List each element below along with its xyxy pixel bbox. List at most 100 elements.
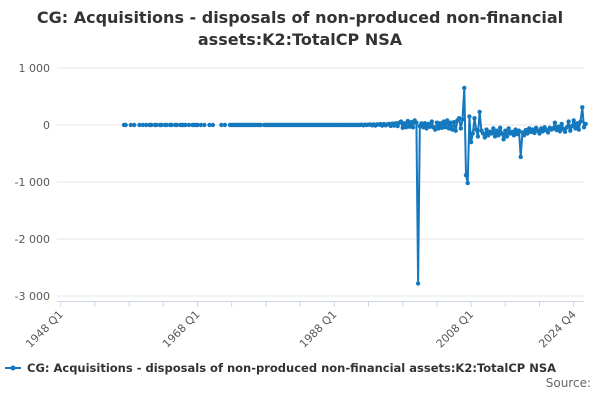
series-point[interactable] bbox=[132, 122, 137, 128]
series-point[interactable] bbox=[504, 134, 510, 139]
series-point[interactable] bbox=[427, 124, 433, 129]
series-point[interactable] bbox=[137, 122, 142, 128]
series-point[interactable] bbox=[202, 122, 207, 128]
series-point[interactable] bbox=[496, 133, 501, 138]
series-point[interactable] bbox=[438, 121, 443, 126]
series-point[interactable] bbox=[556, 124, 561, 129]
series-point[interactable] bbox=[516, 128, 522, 133]
series-point[interactable] bbox=[489, 131, 494, 136]
series-point[interactable] bbox=[571, 118, 576, 123]
series-point[interactable] bbox=[415, 281, 421, 286]
series-point[interactable] bbox=[498, 125, 503, 130]
series-point[interactable] bbox=[511, 133, 517, 138]
legend-item[interactable]: CG: Acquisitions - disposals of non-prod… bbox=[4, 361, 598, 375]
series-point[interactable] bbox=[513, 127, 518, 132]
series-point[interactable] bbox=[557, 129, 563, 134]
series-point[interactable] bbox=[554, 127, 559, 133]
series-point[interactable] bbox=[159, 122, 164, 128]
series-point[interactable] bbox=[210, 122, 216, 128]
series-point[interactable] bbox=[465, 180, 470, 186]
series-point[interactable] bbox=[551, 126, 556, 131]
series-point[interactable] bbox=[492, 134, 498, 139]
series-point[interactable] bbox=[144, 122, 149, 128]
series-point[interactable] bbox=[467, 114, 472, 119]
series-point[interactable] bbox=[174, 122, 180, 128]
series-point[interactable] bbox=[501, 137, 506, 142]
series-point[interactable] bbox=[568, 128, 573, 133]
series-point[interactable] bbox=[195, 122, 200, 128]
series-point[interactable] bbox=[123, 122, 128, 128]
series-point[interactable] bbox=[569, 123, 575, 129]
chart-svg[interactable]: 1 000 0 -1 000 -2 000 -3 000 1948 Q1 1968 Q1 19… bbox=[0, 55, 600, 355]
series-point[interactable] bbox=[486, 133, 491, 138]
series-point[interactable] bbox=[521, 133, 527, 138]
chart-plot-area[interactable]: 1 000 0 -1 000 -2 000 -3 000 1948 Q1 1968 Q1 19… bbox=[0, 55, 600, 355]
series-point[interactable] bbox=[566, 119, 571, 124]
series-point[interactable] bbox=[450, 127, 455, 132]
series-point[interactable] bbox=[424, 126, 429, 131]
series-point[interactable] bbox=[552, 120, 558, 125]
series-point[interactable] bbox=[198, 122, 204, 128]
series-point[interactable] bbox=[518, 154, 523, 160]
series-point[interactable] bbox=[470, 131, 475, 136]
series-point[interactable] bbox=[564, 125, 570, 130]
series-point[interactable] bbox=[515, 131, 520, 137]
series-point[interactable] bbox=[456, 116, 462, 121]
series-point[interactable] bbox=[421, 125, 426, 130]
series-point[interactable] bbox=[429, 119, 434, 124]
series-point[interactable] bbox=[559, 121, 564, 127]
series-point[interactable] bbox=[581, 125, 587, 130]
series-point[interactable] bbox=[460, 117, 465, 122]
series-point[interactable] bbox=[576, 127, 581, 132]
series-point[interactable] bbox=[527, 126, 532, 131]
series-point[interactable] bbox=[525, 131, 530, 136]
series-point[interactable] bbox=[451, 120, 457, 125]
series-point[interactable] bbox=[403, 125, 409, 130]
series-point[interactable] bbox=[523, 127, 528, 133]
series-point[interactable] bbox=[400, 125, 405, 130]
series-point[interactable] bbox=[475, 134, 481, 139]
series-point[interactable] bbox=[128, 122, 133, 128]
series-point[interactable] bbox=[414, 120, 419, 125]
series-point[interactable] bbox=[402, 121, 407, 126]
series-point[interactable] bbox=[445, 118, 450, 123]
series-point[interactable] bbox=[164, 122, 169, 128]
series-point[interactable] bbox=[149, 122, 154, 128]
series-point[interactable] bbox=[540, 129, 546, 134]
series-point[interactable] bbox=[434, 120, 440, 125]
series-point[interactable] bbox=[405, 118, 410, 124]
series-point[interactable] bbox=[448, 120, 453, 125]
series-point[interactable] bbox=[562, 129, 568, 134]
series-point[interactable] bbox=[580, 105, 585, 110]
series-point[interactable] bbox=[499, 131, 505, 136]
series-point[interactable] bbox=[258, 122, 263, 128]
series-line[interactable] bbox=[123, 86, 587, 285]
series-point[interactable] bbox=[422, 121, 428, 126]
series-point[interactable] bbox=[573, 126, 578, 131]
series-point[interactable] bbox=[545, 130, 551, 135]
series-point[interactable] bbox=[472, 116, 477, 121]
series-point[interactable] bbox=[484, 127, 489, 132]
series-point[interactable] bbox=[433, 127, 438, 132]
series-point[interactable] bbox=[219, 122, 224, 128]
series-point[interactable] bbox=[169, 122, 174, 128]
series-point[interactable] bbox=[439, 125, 445, 130]
series-point[interactable] bbox=[409, 120, 414, 125]
series-point[interactable] bbox=[583, 121, 588, 127]
series-point[interactable] bbox=[468, 139, 474, 145]
series-point[interactable] bbox=[574, 121, 580, 126]
series-point[interactable] bbox=[446, 126, 452, 131]
series-point[interactable] bbox=[477, 109, 482, 115]
series-point[interactable] bbox=[222, 122, 228, 128]
series-point[interactable] bbox=[462, 85, 467, 91]
series-point[interactable] bbox=[443, 125, 448, 130]
series-point[interactable] bbox=[398, 119, 404, 124]
series-point[interactable] bbox=[436, 126, 441, 131]
series-point[interactable] bbox=[506, 126, 511, 131]
series-point[interactable] bbox=[530, 127, 535, 132]
series-point[interactable] bbox=[453, 128, 458, 133]
series-point[interactable] bbox=[503, 128, 508, 133]
series-point[interactable] bbox=[491, 126, 496, 131]
series-point[interactable] bbox=[410, 125, 416, 130]
series-point[interactable] bbox=[183, 122, 188, 128]
